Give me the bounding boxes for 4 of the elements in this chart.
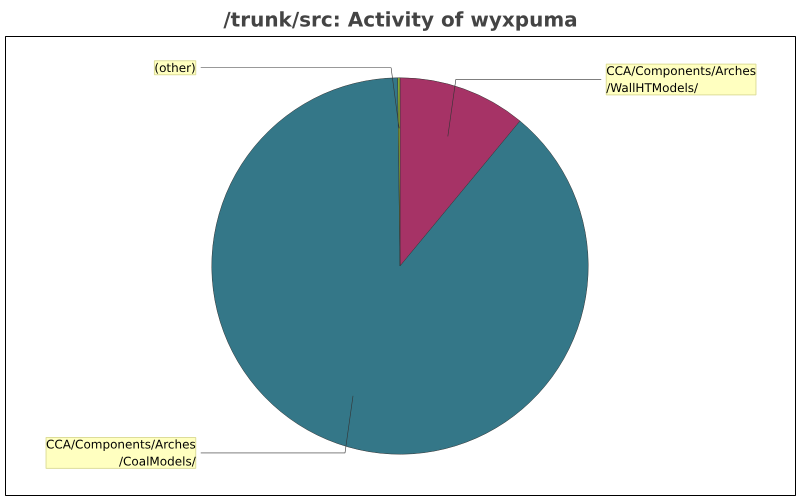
chart-title: /trunk/src: Activity of wyxpuma <box>223 8 578 32</box>
slice-label: CCA/Components/Arches/CoalModels/ <box>46 438 197 468</box>
slice-label: CCA/Components/Arches/WallHTModels/ <box>606 64 756 95</box>
slice-label: (other) <box>154 60 196 75</box>
